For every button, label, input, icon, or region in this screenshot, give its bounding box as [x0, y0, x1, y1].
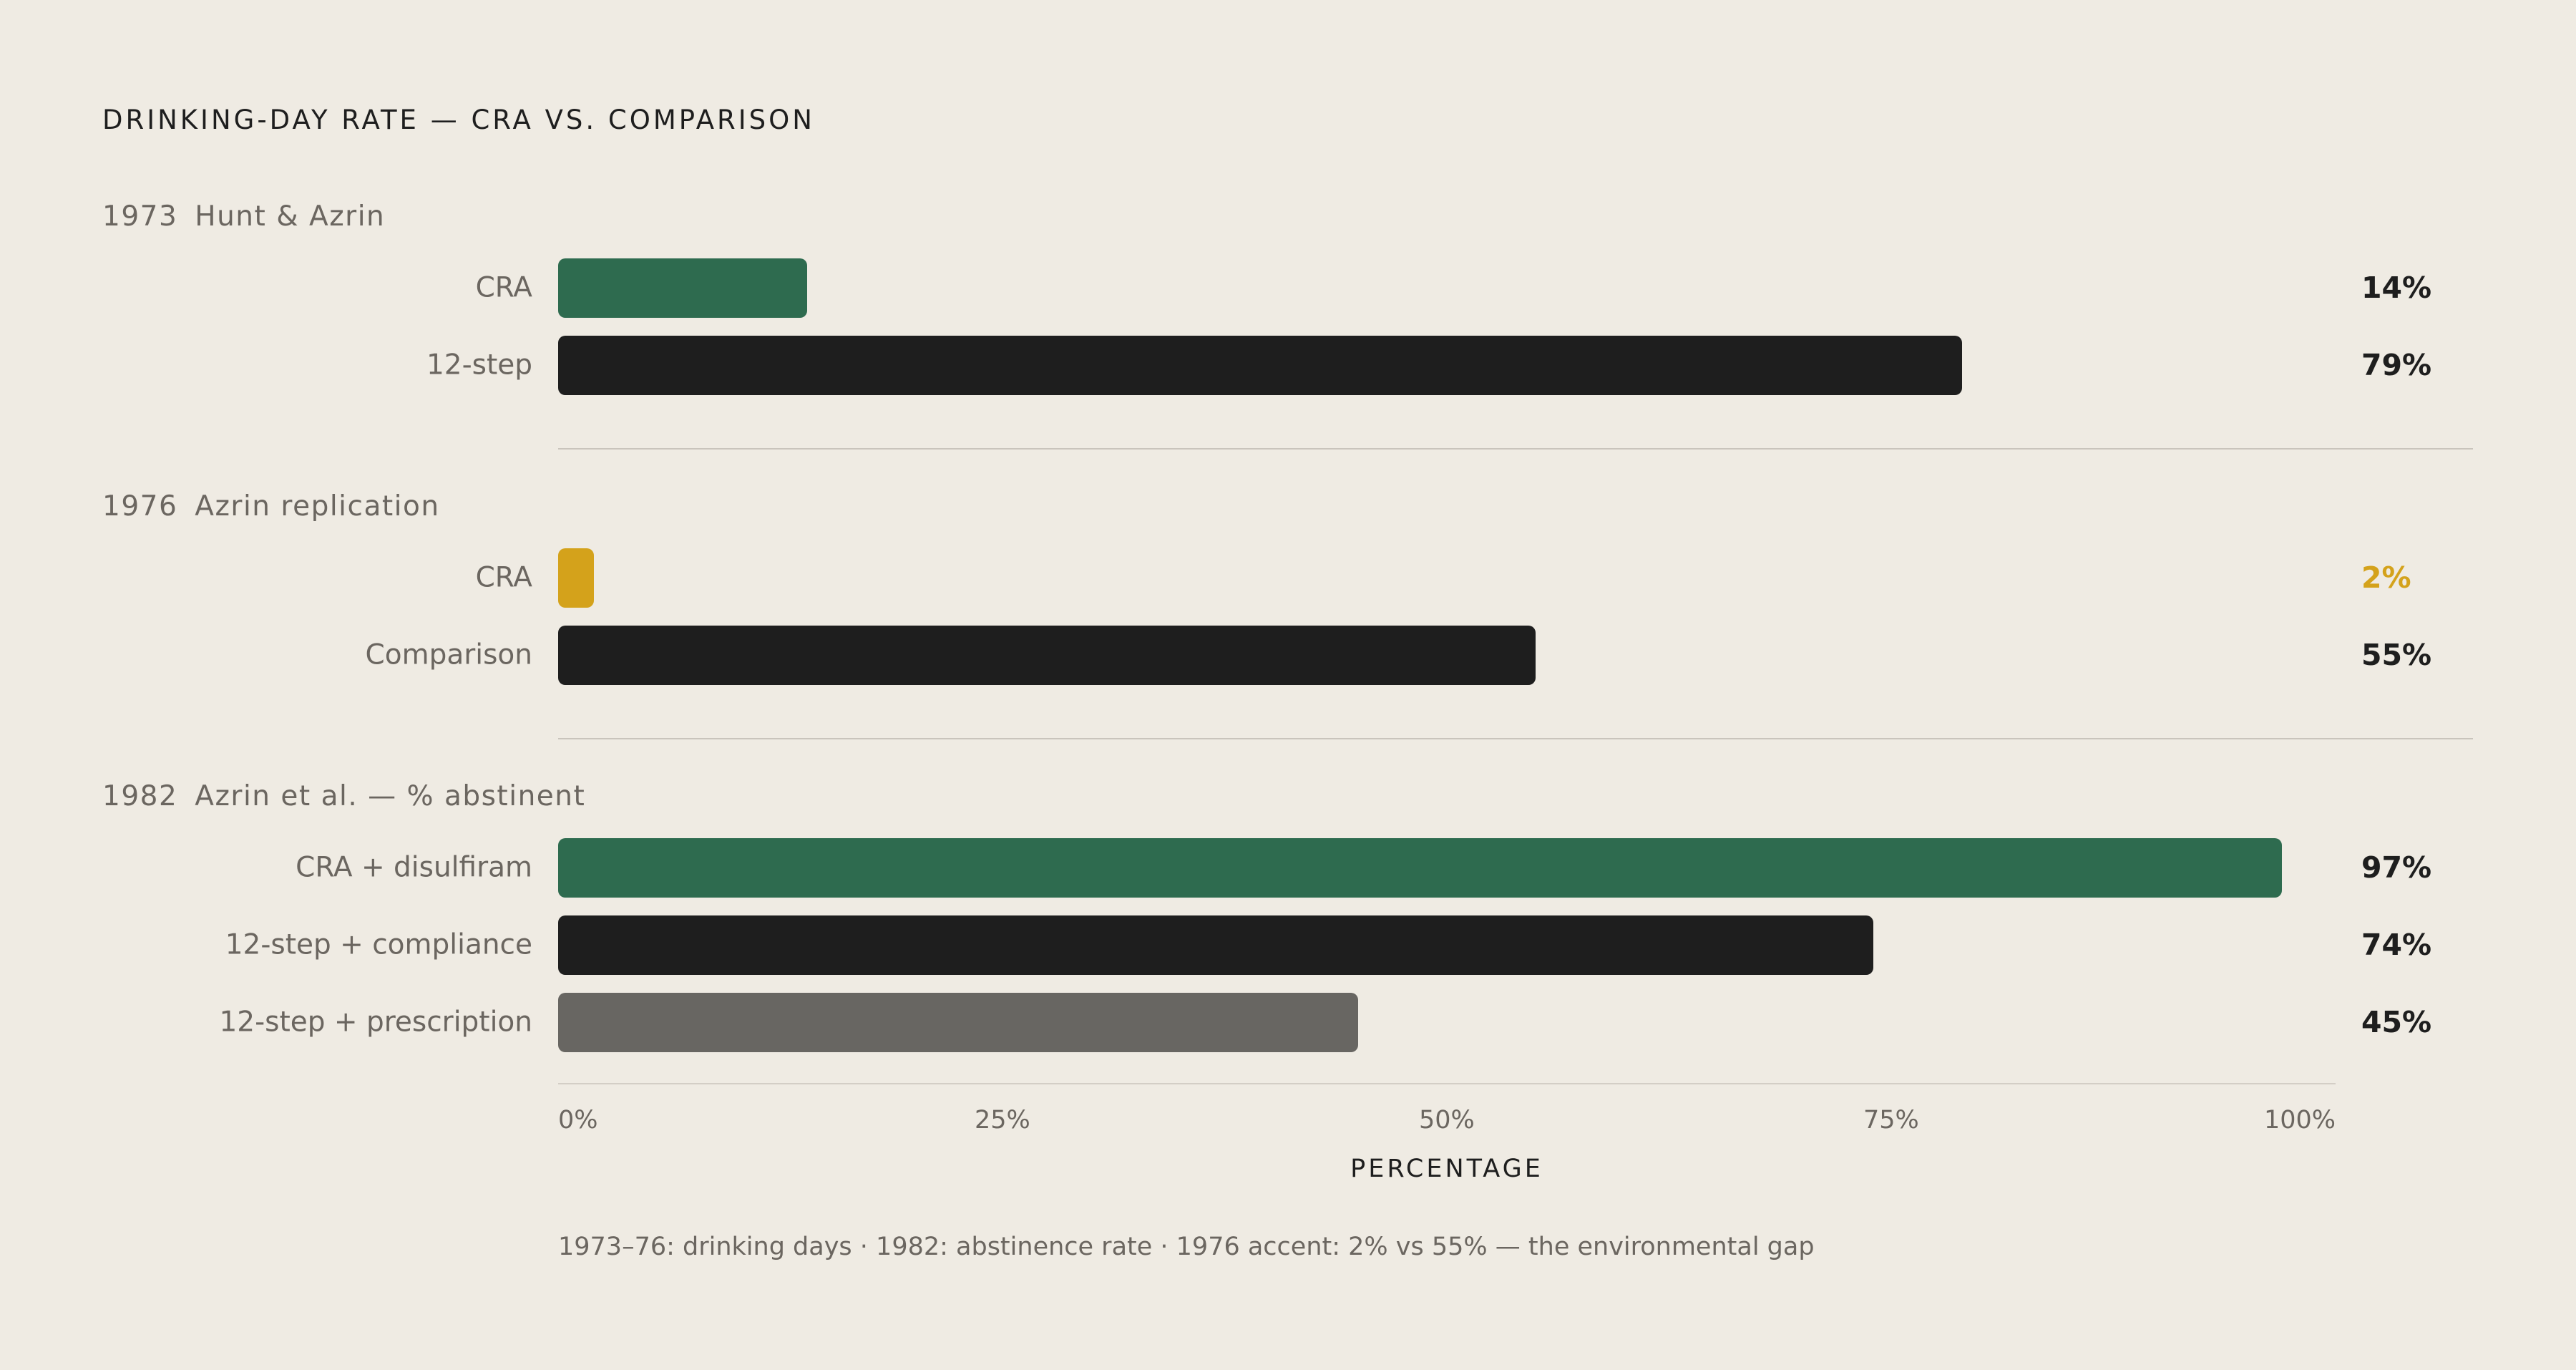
value-label: 97% — [2361, 850, 2432, 885]
group-name: Hunt & Azrin — [195, 200, 386, 233]
value-label: 14% — [2361, 271, 2432, 305]
category-label: CRA + disulfiram — [296, 851, 532, 884]
x-axis-label: PERCENTAGE — [1350, 1155, 1543, 1183]
x-axis-line — [558, 1083, 2336, 1084]
group-name: Azrin et al. — % abstinent — [195, 780, 586, 812]
category-label: CRA — [475, 561, 532, 594]
value-label: 55% — [2361, 638, 2432, 672]
bar — [558, 625, 1536, 685]
group-label: 1976 Azrin replication — [102, 490, 440, 523]
bar — [558, 548, 594, 608]
group-name: Azrin replication — [195, 490, 440, 523]
value-label: 2% — [2361, 560, 2411, 595]
chart-title: DRINKING-DAY RATE — CRA VS. COMPARISON — [102, 105, 815, 135]
x-tick-label: 0% — [558, 1106, 598, 1135]
group-label: 1982 Azrin et al. — % abstinent — [102, 780, 585, 812]
bar — [558, 992, 1358, 1052]
category-label: 12-step — [426, 349, 532, 382]
footnote: 1973–76: drinking days · 1982: abstinenc… — [558, 1233, 1815, 1261]
category-label: 12-step + compliance — [225, 928, 532, 961]
x-tick-label: 100% — [2264, 1106, 2336, 1135]
bar — [558, 915, 1874, 975]
bar — [558, 335, 1963, 395]
category-label: 12-step + prescription — [219, 1006, 532, 1039]
group-year: 1982 — [102, 780, 178, 812]
value-label: 74% — [2361, 928, 2432, 962]
category-label: CRA — [475, 271, 532, 304]
bar — [558, 837, 2283, 898]
category-label: Comparison — [365, 638, 532, 671]
x-tick-label: 75% — [1863, 1106, 1919, 1135]
group-separator — [558, 448, 2473, 450]
group-year: 1973 — [102, 200, 178, 233]
x-tick-label: 25% — [975, 1106, 1030, 1135]
value-label: 79% — [2361, 348, 2432, 382]
bar — [558, 258, 807, 318]
group-year: 1976 — [102, 490, 178, 523]
x-tick-label: 50% — [1419, 1106, 1475, 1135]
group-separator — [558, 738, 2473, 739]
group-label: 1973 Hunt & Azrin — [102, 200, 385, 233]
value-label: 45% — [2361, 1005, 2432, 1039]
